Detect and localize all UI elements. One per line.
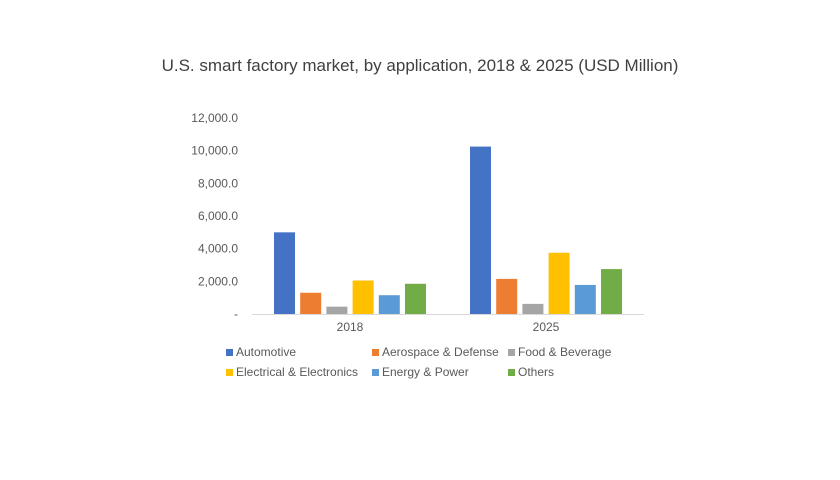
x-tick-label: 2025	[533, 320, 560, 334]
y-tick-label: 8,000.0	[198, 176, 238, 190]
legend-swatch	[508, 348, 515, 356]
bar	[548, 252, 570, 314]
chart-title: U.S. smart factory market, by applicatio…	[161, 56, 679, 75]
y-tick-label: 6,000.0	[198, 209, 238, 223]
bar	[574, 284, 596, 314]
bar	[274, 232, 295, 314]
bar	[496, 278, 518, 314]
y-tick-label: 4,000.0	[198, 242, 238, 256]
bar	[326, 306, 348, 314]
legend-swatch	[372, 348, 379, 356]
legend-item: Electrical & Electronics	[226, 365, 358, 379]
legend-swatch	[226, 348, 233, 356]
bar	[522, 303, 544, 314]
bar	[405, 283, 426, 314]
legend-label: Others	[518, 365, 555, 379]
legend-label: Automotive	[236, 345, 297, 359]
legend-item: Food & Beverage	[508, 345, 611, 359]
legend-label: Energy & Power	[382, 365, 469, 379]
y-tick-label: -	[234, 307, 238, 321]
bar	[352, 280, 374, 314]
y-tick-label: 2,000.0	[198, 274, 238, 288]
y-tick-label: 12,000.0	[191, 111, 238, 125]
x-tick-label: 2018	[337, 320, 364, 334]
bar	[300, 292, 322, 314]
legend-label: Aerospace & Defense	[382, 345, 499, 359]
legend-item: Automotive	[226, 345, 296, 359]
bar	[470, 146, 491, 314]
legend-swatch	[226, 368, 233, 376]
legend-item: Aerospace & Defense	[372, 345, 499, 359]
legend-label: Electrical & Electronics	[236, 365, 359, 379]
legend-label: Food & Beverage	[518, 345, 612, 359]
legend-swatch	[372, 368, 379, 376]
bar	[601, 269, 622, 314]
legend-item: Energy & Power	[372, 365, 469, 379]
legend-swatch	[508, 368, 515, 376]
y-tick-label: 10,000.0	[191, 144, 238, 158]
legend-item: Others	[508, 365, 554, 379]
bar	[378, 295, 400, 314]
